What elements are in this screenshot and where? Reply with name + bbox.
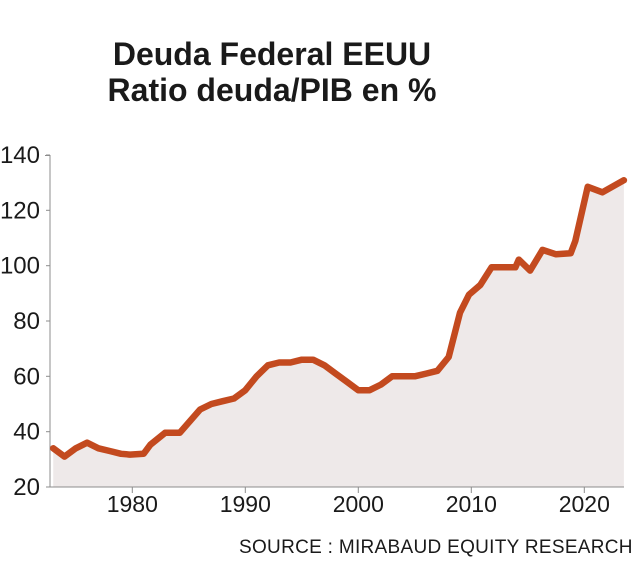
svg-text:120: 120	[0, 197, 40, 224]
svg-text:60: 60	[13, 363, 40, 390]
svg-text:2020: 2020	[559, 491, 610, 517]
svg-text:2000: 2000	[333, 491, 384, 517]
svg-text:20: 20	[13, 474, 40, 501]
svg-text:2010: 2010	[446, 491, 497, 517]
svg-text:80: 80	[13, 308, 40, 335]
svg-text:40: 40	[13, 419, 40, 446]
svg-text:1980: 1980	[107, 491, 158, 517]
svg-text:1990: 1990	[220, 491, 271, 517]
svg-text:100: 100	[0, 253, 40, 280]
svg-text:140: 140	[0, 142, 40, 169]
